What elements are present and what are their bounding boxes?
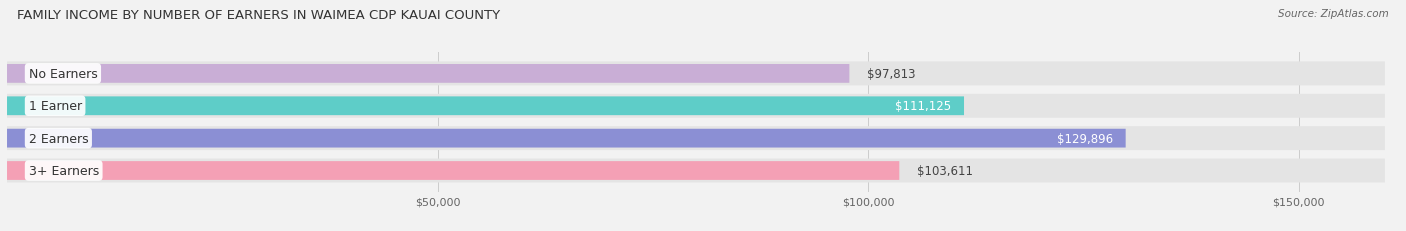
Text: Source: ZipAtlas.com: Source: ZipAtlas.com [1278,9,1389,19]
FancyBboxPatch shape [7,129,1126,148]
FancyBboxPatch shape [7,65,849,83]
FancyBboxPatch shape [7,161,900,180]
FancyBboxPatch shape [7,62,1385,86]
Text: $103,611: $103,611 [917,164,973,177]
Text: $97,813: $97,813 [866,68,915,81]
Text: No Earners: No Earners [28,68,97,81]
Text: 1 Earner: 1 Earner [28,100,82,113]
Text: 2 Earners: 2 Earners [28,132,89,145]
Text: 3+ Earners: 3+ Earners [28,164,98,177]
FancyBboxPatch shape [7,94,1385,118]
FancyBboxPatch shape [7,159,1385,183]
Text: $129,896: $129,896 [1057,132,1112,145]
Text: FAMILY INCOME BY NUMBER OF EARNERS IN WAIMEA CDP KAUAI COUNTY: FAMILY INCOME BY NUMBER OF EARNERS IN WA… [17,9,501,22]
FancyBboxPatch shape [7,127,1385,150]
FancyBboxPatch shape [7,97,965,116]
Text: $111,125: $111,125 [896,100,950,113]
